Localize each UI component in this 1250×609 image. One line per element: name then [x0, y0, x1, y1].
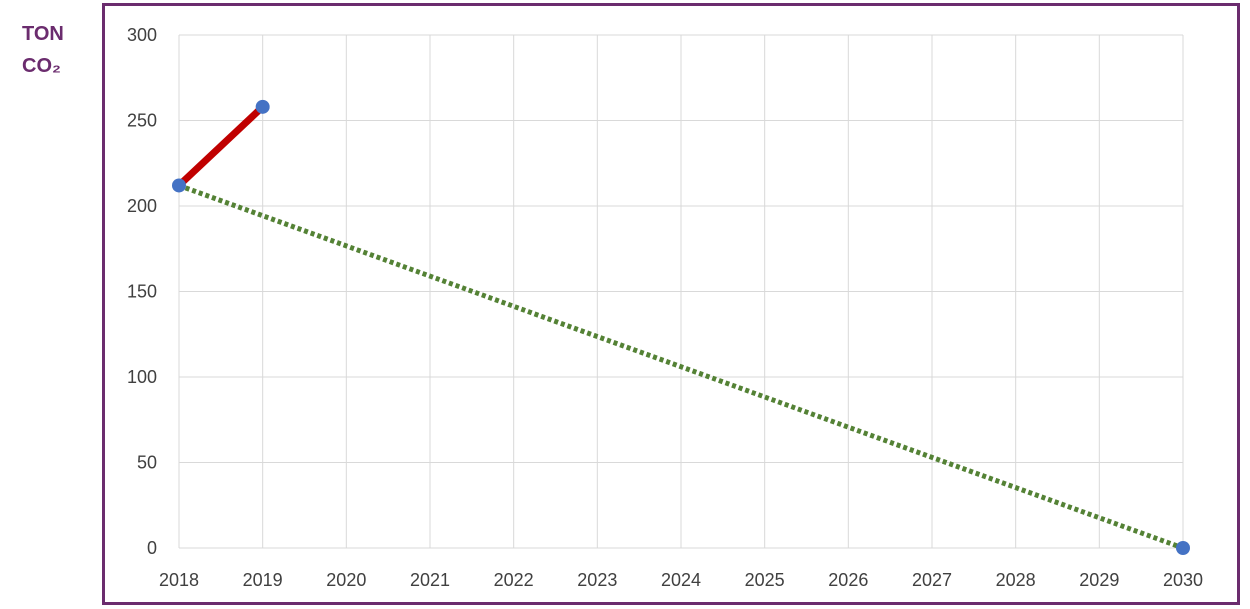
y-tick-label: 150	[127, 282, 157, 302]
x-tick-label: 2023	[577, 570, 617, 590]
chart-frame	[102, 3, 1240, 605]
x-tick-label: 2025	[745, 570, 785, 590]
x-tick-label: 2019	[243, 570, 283, 590]
x-tick-label: 2018	[159, 570, 199, 590]
data-point-marker	[172, 178, 186, 193]
y-tick-label: 250	[127, 111, 157, 131]
grid-layer	[178, 34, 1184, 549]
x-tick-label: 2030	[1163, 570, 1203, 590]
marker-layer	[172, 99, 1190, 555]
y-tick-label: 50	[137, 453, 157, 473]
x-tick-label: 2020	[326, 570, 366, 590]
y-tick-label: 100	[127, 367, 157, 387]
series-layer	[176, 104, 1184, 551]
x-tick-label: 2028	[996, 570, 1036, 590]
y-unit-line-1: TON	[22, 23, 64, 45]
x-tick-label: 2026	[828, 570, 868, 590]
x-tick-label: 2021	[410, 570, 450, 590]
x-tick-label: 2024	[661, 570, 701, 590]
target-trend-line	[178, 183, 1184, 551]
y-tick-label: 200	[127, 196, 157, 216]
y-unit-line-2: CO₂	[22, 55, 61, 77]
actual-emissions-line	[176, 104, 266, 189]
y-unit-label: TON CO₂	[22, 18, 82, 82]
data-point-marker	[1176, 541, 1190, 555]
y-tick-label: 0	[147, 538, 157, 558]
data-point-marker	[255, 99, 270, 114]
x-tick-labels: 2018 2019 2020 2021 2022 2023 2024 2025 2026 2027…	[159, 570, 1203, 590]
y-tick-label: 300	[127, 25, 157, 45]
x-tick-label: 2022	[494, 570, 534, 590]
x-tick-label: 2027	[912, 570, 952, 590]
y-tick-labels: 0 50 100 150 200 250 300	[127, 25, 157, 558]
x-tick-label: 2029	[1079, 570, 1119, 590]
